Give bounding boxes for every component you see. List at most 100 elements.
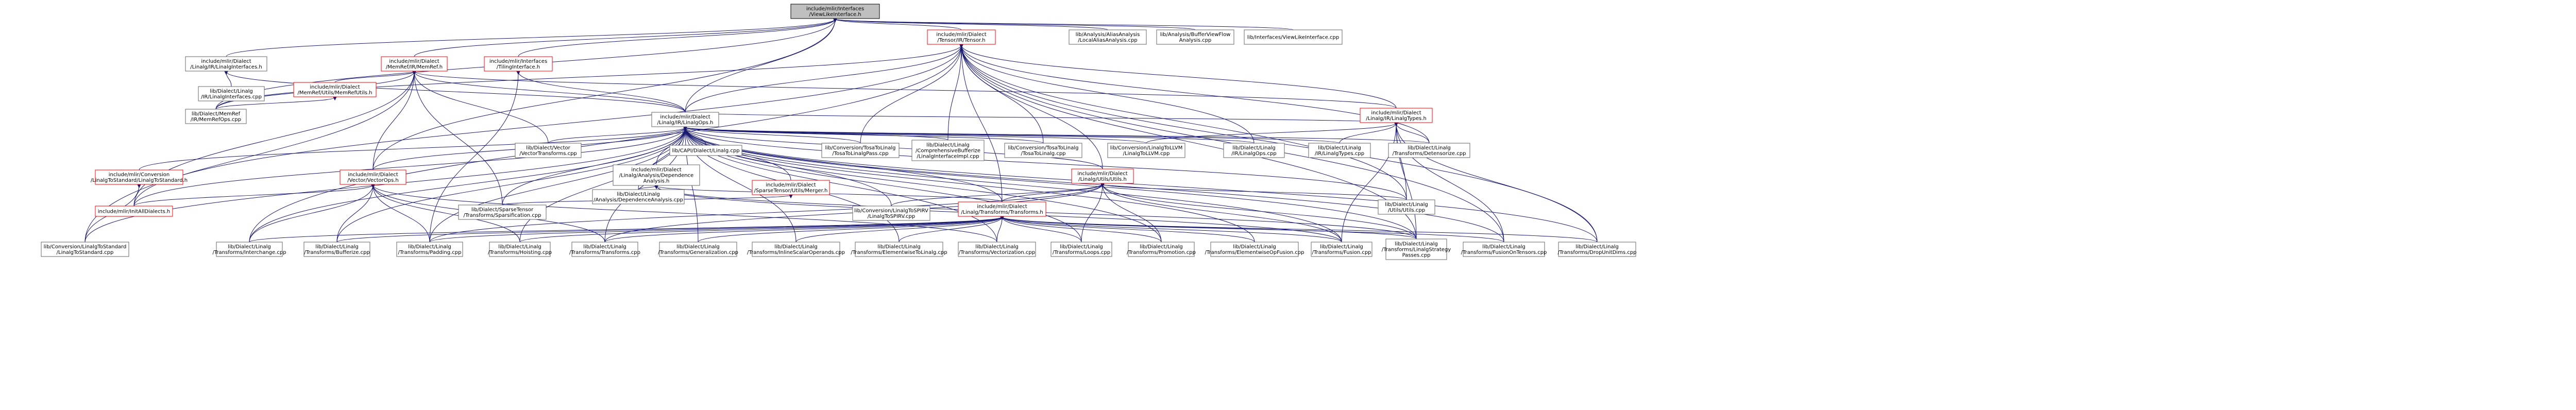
node-box <box>1388 143 1470 158</box>
dependency-edge <box>224 71 232 87</box>
node-label: include/mlir/InitAllDialects.h <box>98 209 170 215</box>
graph-node[interactable]: lib/Dialect/Linalg/Transforms/Detensoriz… <box>1388 143 1470 158</box>
graph-node[interactable]: lib/Dialect/Linalg/Transforms/Elementwis… <box>1205 242 1304 257</box>
dependency-edge <box>516 71 686 113</box>
graph-node[interactable]: lib/Analysis/AliasAnalysis/LocalAliasAna… <box>1069 29 1147 45</box>
graph-node[interactable]: lib/Dialect/Linalg/Transforms/DropUnitDi… <box>1558 242 1637 257</box>
node-box <box>1308 143 1371 158</box>
dependency-edge <box>518 19 837 57</box>
graph-node[interactable]: lib/Dialect/Linalg/Transforms/FusionOnTe… <box>1461 242 1547 257</box>
node-label: lib/Dialect/SparseTensor <box>471 207 534 213</box>
node-label: lib/Dialect/Linalg <box>228 244 271 250</box>
graph-node[interactable]: lib/Conversion/TosaToLinalg/TosaToLinalg… <box>821 143 900 158</box>
node-label: /ViewLikeInterface.h <box>809 12 861 18</box>
node-box <box>752 242 840 257</box>
graph-node[interactable]: include/mlir/Dialect/Linalg/IR/LinalgInt… <box>185 56 267 72</box>
node-label: lib/Dialect/Linalg <box>1320 244 1363 250</box>
node-label: include/mlir/Dialect <box>1371 110 1421 116</box>
graph-node[interactable]: lib/Dialect/Linalg/Transforms/LinalgStra… <box>1382 238 1451 260</box>
node-label: lib/Dialect/Linalg <box>1482 244 1526 250</box>
graph-node[interactable]: include/mlir/Dialect/Linalg/IR/LinalgTyp… <box>1360 108 1433 123</box>
node-box <box>958 242 1036 257</box>
graph-node[interactable]: include/mlir/Dialect/MemRef/IR/MemRef.h <box>381 56 448 72</box>
node-box <box>216 242 283 257</box>
graph-node[interactable]: lib/Conversion/LinalgToStandard/LinalgTo… <box>41 242 129 257</box>
graph-node[interactable]: include/mlir/Dialect/Linalg/IR/LinalgOps… <box>651 112 719 127</box>
graph-node[interactable]: lib/Dialect/Linalg/Transforms/Fusion.cpp <box>1311 242 1372 257</box>
graph-node[interactable]: lib/Conversion/LinalgToLLVM/LinalgToLLVM… <box>1107 143 1185 158</box>
graph-node[interactable]: lib/Dialect/Linalg/Transforms/Padding.cp… <box>396 242 463 257</box>
graph-node[interactable]: lib/Dialect/Linalg/Transforms/Interchang… <box>212 242 286 257</box>
graph-node[interactable]: lib/Dialect/Linalg/Transforms/InlineScal… <box>747 242 845 257</box>
graph-node[interactable]: include/mlir/Dialect/Vector/VectorOps.h <box>340 169 406 185</box>
graph-node[interactable]: lib/Dialect/Vector/VectorTransforms.cpp <box>515 143 582 158</box>
graph-node[interactable]: lib/Dialect/Linalg/Transforms/Vectorizat… <box>958 242 1036 257</box>
graph-node[interactable]: lib/Conversion/TosaToLinalg/TosaToLinalg… <box>1004 143 1082 158</box>
dependency-edge <box>429 216 1004 243</box>
dependency-edge <box>336 184 375 243</box>
graph-node[interactable]: lib/Dialect/Linalg/IR/LinalgOps.cpp <box>1223 143 1285 158</box>
node-label: /MemRef/IR/MemRef.h <box>386 64 443 70</box>
node-label: /Transforms/Sparsification.cpp <box>463 213 541 218</box>
dependency-edge <box>833 19 1108 30</box>
graph-node[interactable]: lib/Conversion/LinalgToSPIRV/LinalgToSPI… <box>852 206 930 221</box>
node-box <box>293 82 377 97</box>
node-label: lib/Dialect/Linalg <box>498 244 541 250</box>
graph-node[interactable]: lib/Dialect/Linalg/Transforms/Promotion.… <box>1127 242 1196 257</box>
graph-node[interactable]: include/mlir/Dialect/Linalg/Analysis/Dep… <box>613 164 700 186</box>
graph-node[interactable]: lib/Dialect/Linalg/IR/LinalgTypes.cpp <box>1308 143 1371 158</box>
node-box <box>95 206 173 217</box>
graph-node[interactable]: lib/CAPI/Dialect/Linalg.cpp <box>669 145 742 156</box>
dependency-edge <box>959 44 1103 169</box>
node-label: /TilingInterface.h <box>497 64 540 70</box>
dependency-edge <box>249 184 375 243</box>
dependency-edge <box>698 216 1004 243</box>
node-label: Passes.cpp <box>1402 253 1431 259</box>
graph-node[interactable]: lib/Dialect/Linalg/Transforms/Loops.cpp <box>1050 242 1112 257</box>
dependency-edge <box>833 19 962 30</box>
dependency-edge <box>249 44 963 243</box>
dependency-edge <box>371 184 520 243</box>
graph-node[interactable]: lib/Dialect/Linalg/IR/LinalgInterfaces.c… <box>198 86 265 101</box>
dependency-edge <box>1000 216 1082 243</box>
graph-node[interactable]: include/mlir/Dialect/SparseTensor/Utils/… <box>752 180 830 195</box>
graph-node[interactable]: lib/Dialect/Linalg/Transforms/Hoisting.c… <box>488 242 552 257</box>
dependency-edge <box>1002 183 1105 202</box>
graph-node[interactable]: lib/Dialect/Linalg/Transforms/Generaliza… <box>658 242 738 257</box>
node-label: /MemRef/Utils/MemRefUtils.h <box>297 90 372 96</box>
dependency-edge <box>412 71 686 113</box>
graph-node[interactable]: include/mlir/Dialect/MemRef/Utils/MemRef… <box>293 82 377 97</box>
dependency-edge <box>1394 123 1598 243</box>
graph-node[interactable]: lib/Dialect/Linalg/Transforms/Elementwis… <box>851 242 947 257</box>
graph-node[interactable]: lib/Interfaces/ViewLikeInterface.cpp <box>1244 29 1343 45</box>
node-label: /Transforms/FusionOnTensors.cpp <box>1461 250 1547 255</box>
node-label: lib/Conversion/TosaToLinalg <box>825 145 895 151</box>
node-box <box>185 56 267 72</box>
graph-node[interactable]: lib/Dialect/MemRef/IR/MemRefOps.cpp <box>185 109 247 124</box>
node-label: lib/Dialect/Linalg <box>1408 145 1451 151</box>
node-label: /Transforms/Interchange.cpp <box>212 250 286 255</box>
node-label: lib/Analysis/AliasAnalysis <box>1076 32 1140 38</box>
node-label: lib/Dialect/Linalg <box>617 192 660 197</box>
node-label: /IR/MemRefOps.cpp <box>191 117 241 123</box>
node-label: lib/Conversion/LinalgToLLVM <box>1110 145 1183 151</box>
graph-node[interactable]: lib/Dialect/Linalg/Transforms/Transforms… <box>569 242 640 257</box>
graph-node[interactable]: include/mlir/InitAllDialects.h <box>95 206 173 217</box>
graph-node[interactable]: include/mlir/Interfaces/TilingInterface.… <box>484 56 553 72</box>
node-box <box>592 189 685 204</box>
node-label: /Analysis/DependenceAnalysis.cpp <box>594 197 683 203</box>
graph-node[interactable]: lib/Dialect/Linalg/Utils/Utils.cpp <box>1378 199 1435 215</box>
graph-node[interactable]: include/mlir/Dialect/Linalg/Utils/Utils.… <box>1071 168 1134 184</box>
graph-node[interactable]: lib/Dialect/Linalg/Transforms/Bufferize.… <box>303 242 370 257</box>
graph-node[interactable]: lib/Dialect/SparseTensor/Transforms/Spar… <box>458 204 547 220</box>
node-box <box>1360 108 1433 123</box>
graph-node[interactable]: include/mlir/Dialect/Linalg/Transforms/T… <box>958 201 1046 217</box>
graph-node[interactable]: include/mlir/Conversion/LinalgToStandard… <box>91 169 188 185</box>
graph-node[interactable]: lib/Dialect/Linalg/ComprehensiveBufferiz… <box>911 140 985 161</box>
node-label: lib/Interfaces/ViewLikeInterface.cpp <box>1247 35 1339 41</box>
node-box <box>396 242 463 257</box>
graph-node[interactable]: lib/Dialect/Linalg/Analysis/DependenceAn… <box>592 189 685 204</box>
graph-node[interactable]: include/mlir/Dialect/Tensor/IR/Tensor.h <box>927 29 996 45</box>
dependency-edge <box>959 44 1003 202</box>
